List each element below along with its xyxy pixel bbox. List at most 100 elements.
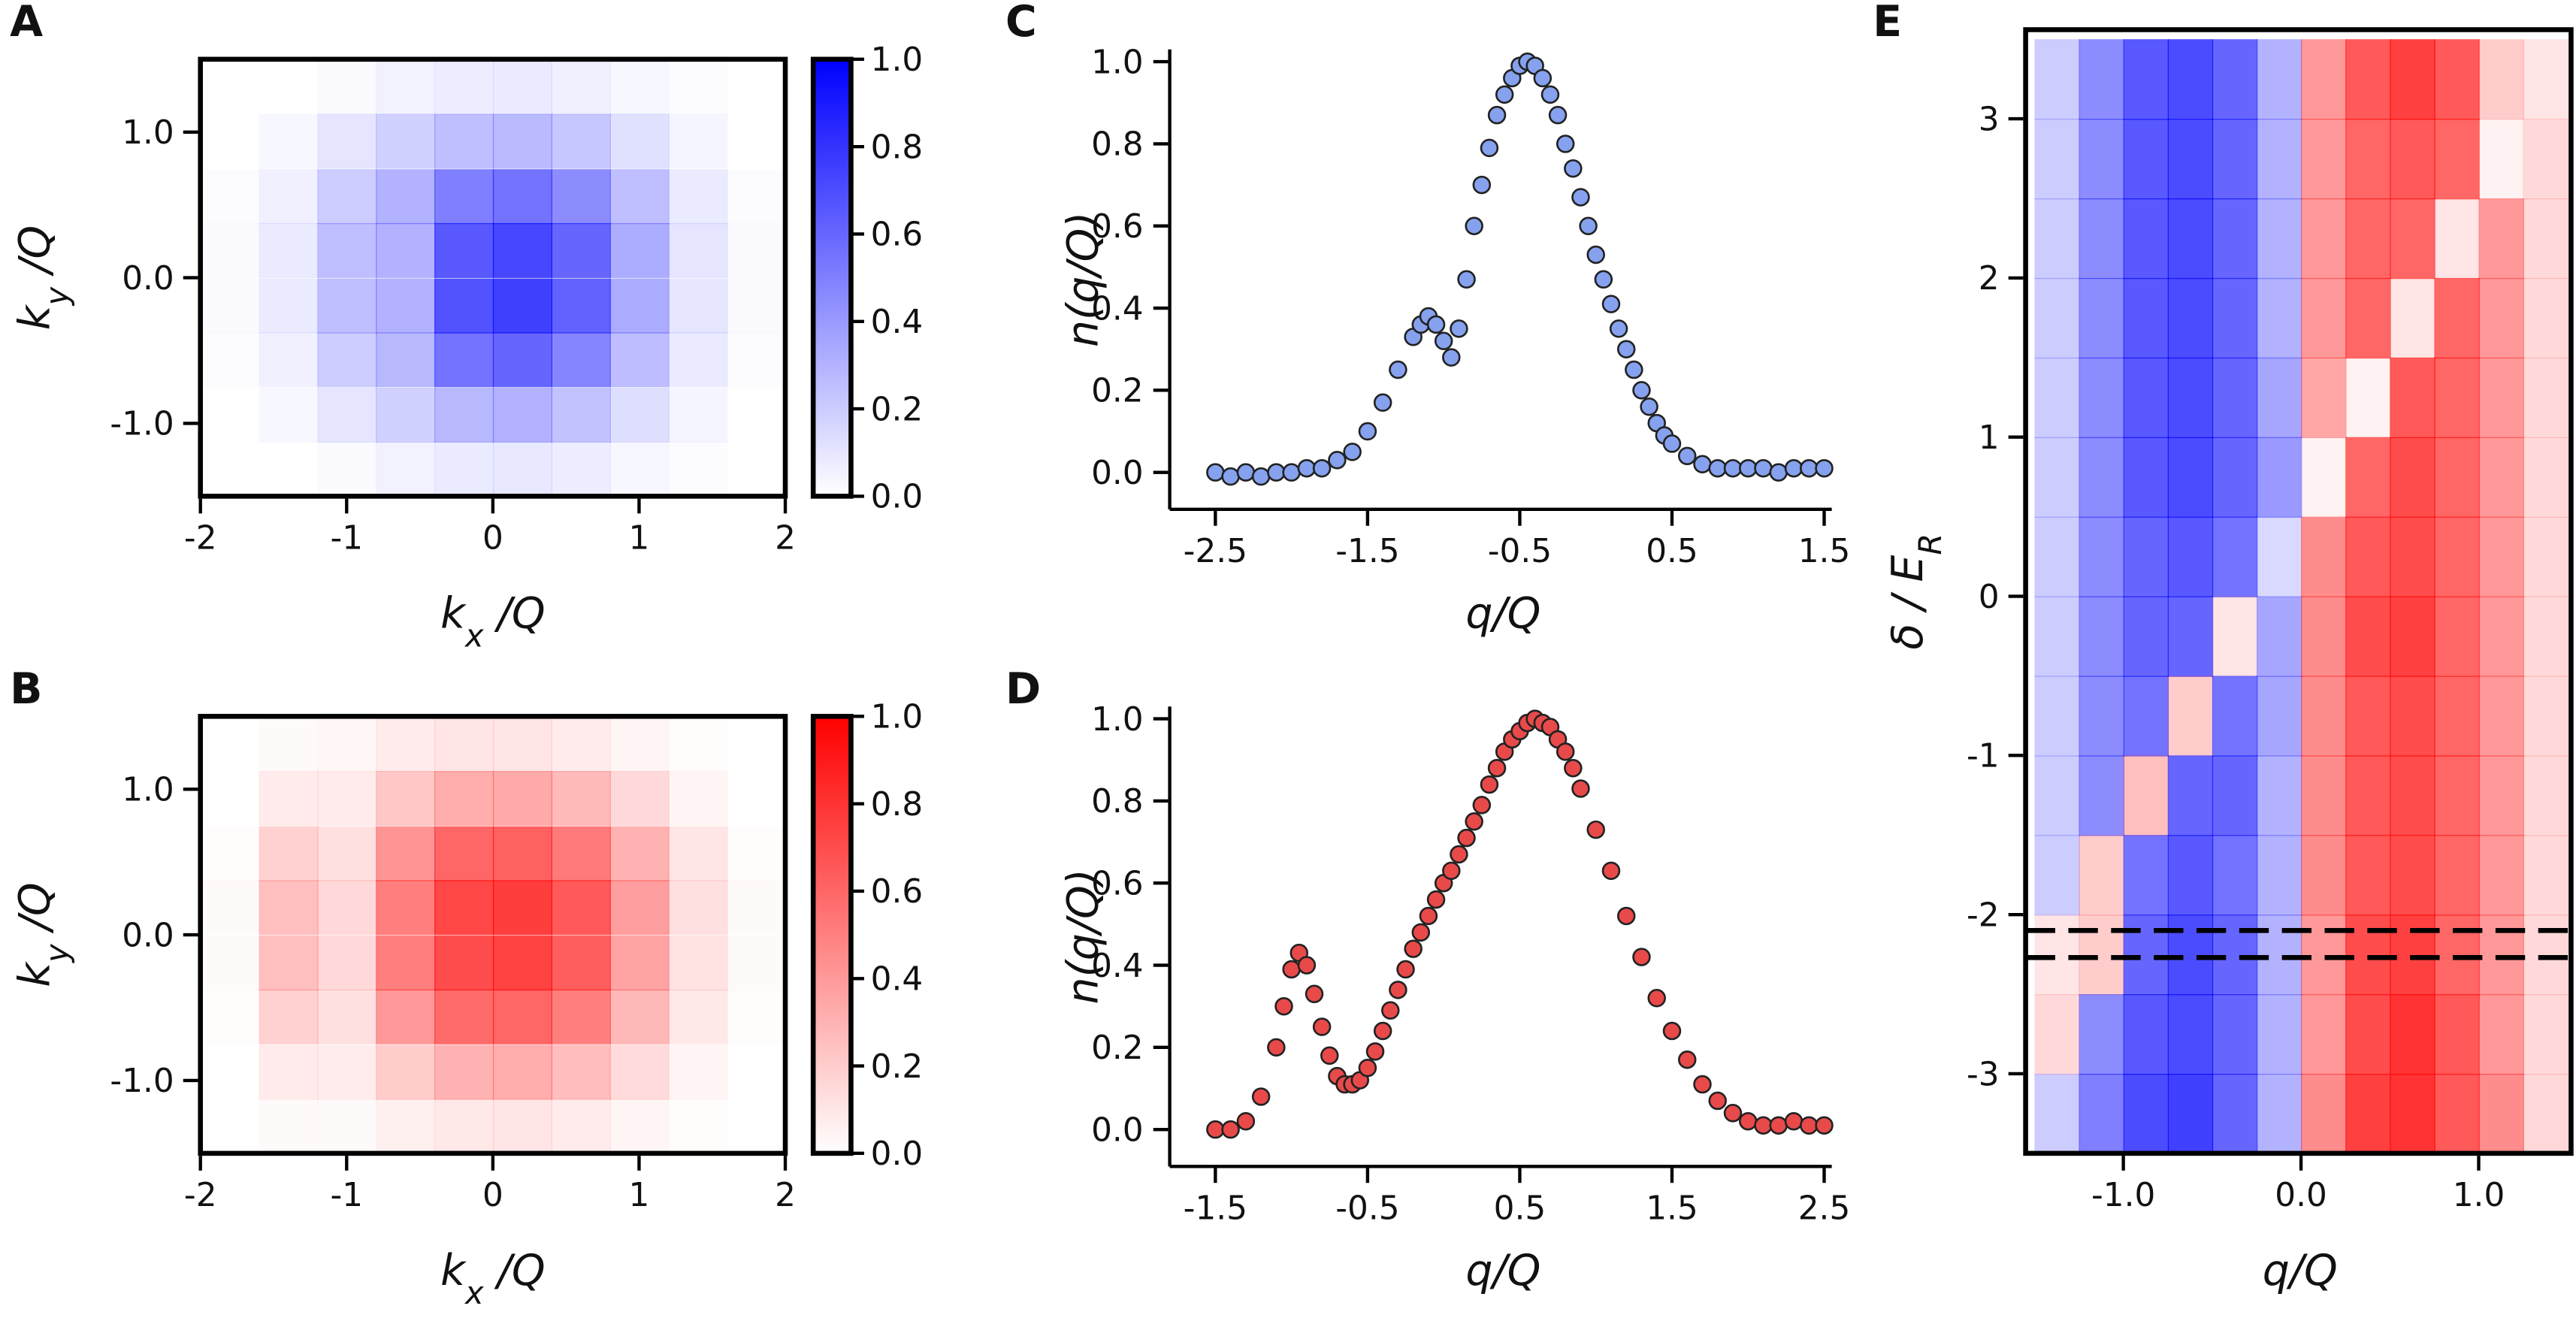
heatmap-cell — [259, 826, 319, 881]
heatmap-cell — [2079, 676, 2124, 757]
heatmap-cell — [434, 826, 494, 881]
heatmap-cell — [2390, 39, 2435, 120]
heatmap-cell — [492, 222, 553, 278]
heatmap-cell — [201, 442, 260, 497]
data-point — [1815, 458, 1834, 478]
data-point — [1647, 989, 1666, 1008]
axis-label: ky /Q — [11, 882, 75, 987]
data-point — [1381, 1001, 1400, 1020]
heatmap-cell — [2034, 994, 2080, 1075]
colorbar-tick-label: 0.8 — [871, 785, 924, 824]
heatmap-cell — [2256, 437, 2302, 518]
data-point — [1495, 85, 1514, 104]
heatmap-cell — [610, 60, 670, 115]
heatmap-cell — [668, 222, 728, 278]
heatmap-cell — [2167, 516, 2214, 597]
heatmap-cell — [2256, 39, 2302, 120]
heatmap-cell — [2256, 277, 2302, 359]
heatmap-cell — [2478, 198, 2524, 280]
heatmap-cell — [2034, 1073, 2080, 1153]
heatmap-cell — [2034, 914, 2080, 996]
heatmap-cell — [2212, 39, 2258, 120]
data-point — [1594, 270, 1613, 289]
heatmap-cell — [2345, 516, 2391, 597]
heatmap-cell — [609, 771, 670, 827]
y-tick-label: 1.0 — [122, 113, 174, 152]
y-tick-label: -3 — [1967, 1055, 2000, 1093]
data-point — [1305, 984, 1324, 1004]
heatmap-cell — [2345, 994, 2391, 1075]
heatmap-cell — [2345, 198, 2391, 280]
axis-label-subscript: x — [464, 617, 484, 654]
heatmap-cell — [551, 880, 611, 936]
plot-frame — [198, 56, 788, 499]
heatmap-cell — [492, 717, 553, 772]
x-tick-label: -1 — [330, 518, 363, 557]
heatmap-cell — [2345, 357, 2391, 439]
heatmap-cell — [2123, 1073, 2169, 1153]
x-tick-label: 0.5 — [1646, 532, 1698, 570]
heatmap-cell — [2478, 596, 2524, 677]
heatmap-cell — [376, 989, 436, 1044]
heatmap-cell — [2034, 39, 2080, 120]
heatmap-cell — [259, 222, 319, 278]
panel-label: D — [1005, 664, 1041, 714]
heatmap-cell — [2434, 516, 2480, 597]
heatmap-cell — [727, 771, 786, 826]
x-tick-label: 1 — [629, 1176, 650, 1214]
heatmap-cell — [2301, 198, 2347, 280]
y-tick-label: 0.0 — [122, 916, 174, 954]
heatmap-cell — [668, 880, 728, 936]
heatmap-cell — [2256, 357, 2302, 439]
heatmap-cell — [2478, 357, 2524, 439]
heatmap-cell — [376, 278, 436, 334]
data-point — [1548, 105, 1568, 125]
heatmap-cell — [2523, 755, 2569, 836]
heatmap-cell — [376, 1044, 436, 1100]
heatmap-cell — [201, 936, 260, 990]
heatmap-cell — [2167, 755, 2214, 836]
data-point — [1267, 1038, 1286, 1057]
heatmap-cell — [2123, 835, 2169, 916]
heatmap-cell — [551, 771, 611, 827]
y-tick-label: 0.4 — [1091, 289, 1144, 328]
heatmap-cell — [668, 1044, 728, 1100]
heatmap-cell — [551, 441, 611, 497]
y-tick-label: 0.0 — [122, 259, 174, 298]
data-point — [1426, 315, 1446, 334]
heatmap-cell — [609, 826, 670, 881]
heatmap-cell — [317, 771, 377, 827]
heatmap-cell — [376, 1099, 436, 1153]
heatmap-cell — [2478, 516, 2524, 597]
data-point — [1274, 996, 1293, 1016]
x-tick-label: -2 — [184, 518, 217, 557]
data-point — [1632, 948, 1651, 966]
heatmap-cell — [492, 387, 553, 443]
heatmap-cell — [668, 332, 728, 388]
heatmap-cell — [609, 717, 670, 772]
data-point — [1373, 393, 1392, 413]
heatmap-cell — [609, 936, 670, 991]
heatmap-cell — [2079, 198, 2124, 280]
heatmap-cell — [2256, 596, 2302, 677]
x-tick-label: 0 — [482, 1176, 503, 1214]
heatmap-cell — [609, 113, 670, 169]
data-point — [1677, 446, 1697, 466]
heatmap-cell — [2523, 994, 2569, 1075]
heatmap-cell — [492, 332, 553, 388]
heatmap-cell — [2167, 357, 2214, 439]
axis-label: n(q/Q) — [1058, 869, 1108, 1004]
heatmap-cell — [2256, 835, 2302, 916]
heatmap-cell — [668, 442, 727, 497]
heatmap-cell — [2390, 357, 2435, 439]
data-point — [1358, 422, 1377, 441]
axis-label: n(q/Q) — [1058, 212, 1108, 347]
heatmap-cell — [2390, 119, 2435, 200]
heatmap-cell — [551, 332, 611, 388]
heatmap-cell — [2301, 994, 2347, 1075]
heatmap-cell — [2167, 198, 2214, 280]
data-point — [1708, 458, 1727, 478]
y-tick-label: 1 — [1979, 419, 2000, 457]
colorbar-tick-label: 0.0 — [871, 1135, 924, 1173]
